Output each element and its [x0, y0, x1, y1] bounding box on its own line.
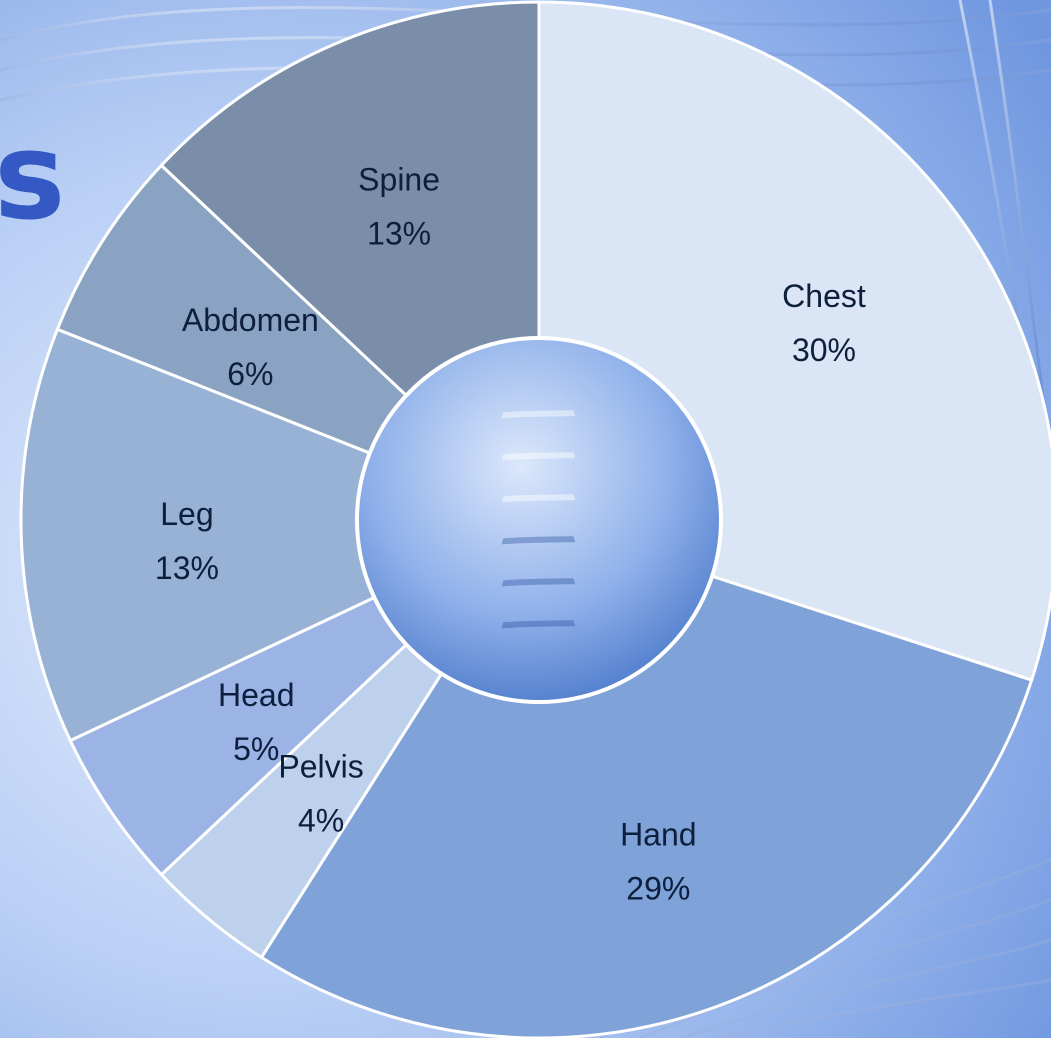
slice-percent-spine: 13% — [367, 216, 431, 252]
slide-title-fragment: s — [0, 108, 66, 247]
center-hole-circle — [355, 336, 723, 704]
slice-name-abdomen: Abdomen — [182, 302, 319, 338]
slice-label-head: Head 5% — [218, 677, 295, 767]
slice-name-leg: Leg — [160, 496, 213, 532]
slice-name-spine: Spine — [358, 162, 440, 198]
slice-name-pelvis: Pelvis — [278, 748, 363, 784]
slice-label-hand: Hand 29% — [620, 816, 697, 906]
slice-labels: Chest 30% Hand 29% Pelvis 4% Head 5% Leg 13% Abdom… — [155, 162, 866, 907]
slice-label-pelvis: Pelvis 4% — [278, 748, 363, 838]
slice-label-spine: Spine 13% — [358, 162, 440, 252]
slice-percent-pelvis: 4% — [298, 802, 344, 838]
slice-name-chest: Chest — [782, 278, 866, 314]
donut-center-hole — [355, 336, 723, 704]
slice-hand — [259, 518, 1034, 1038]
slice-label-abdomen: Abdomen 6% — [182, 302, 319, 392]
slice-label-leg: Leg 13% — [155, 496, 219, 586]
slice-name-hand: Hand — [620, 816, 697, 852]
slice-name-head: Head — [218, 677, 295, 713]
slice-label-chest: Chest 30% — [782, 278, 866, 368]
slice-percent-leg: 13% — [155, 550, 219, 586]
slice-percent-abdomen: 6% — [227, 356, 273, 392]
slice-percent-chest: 30% — [792, 332, 856, 368]
slice-percent-hand: 29% — [626, 870, 690, 906]
slice-percent-head: 5% — [233, 731, 279, 767]
slice-leg — [19, 327, 543, 743]
